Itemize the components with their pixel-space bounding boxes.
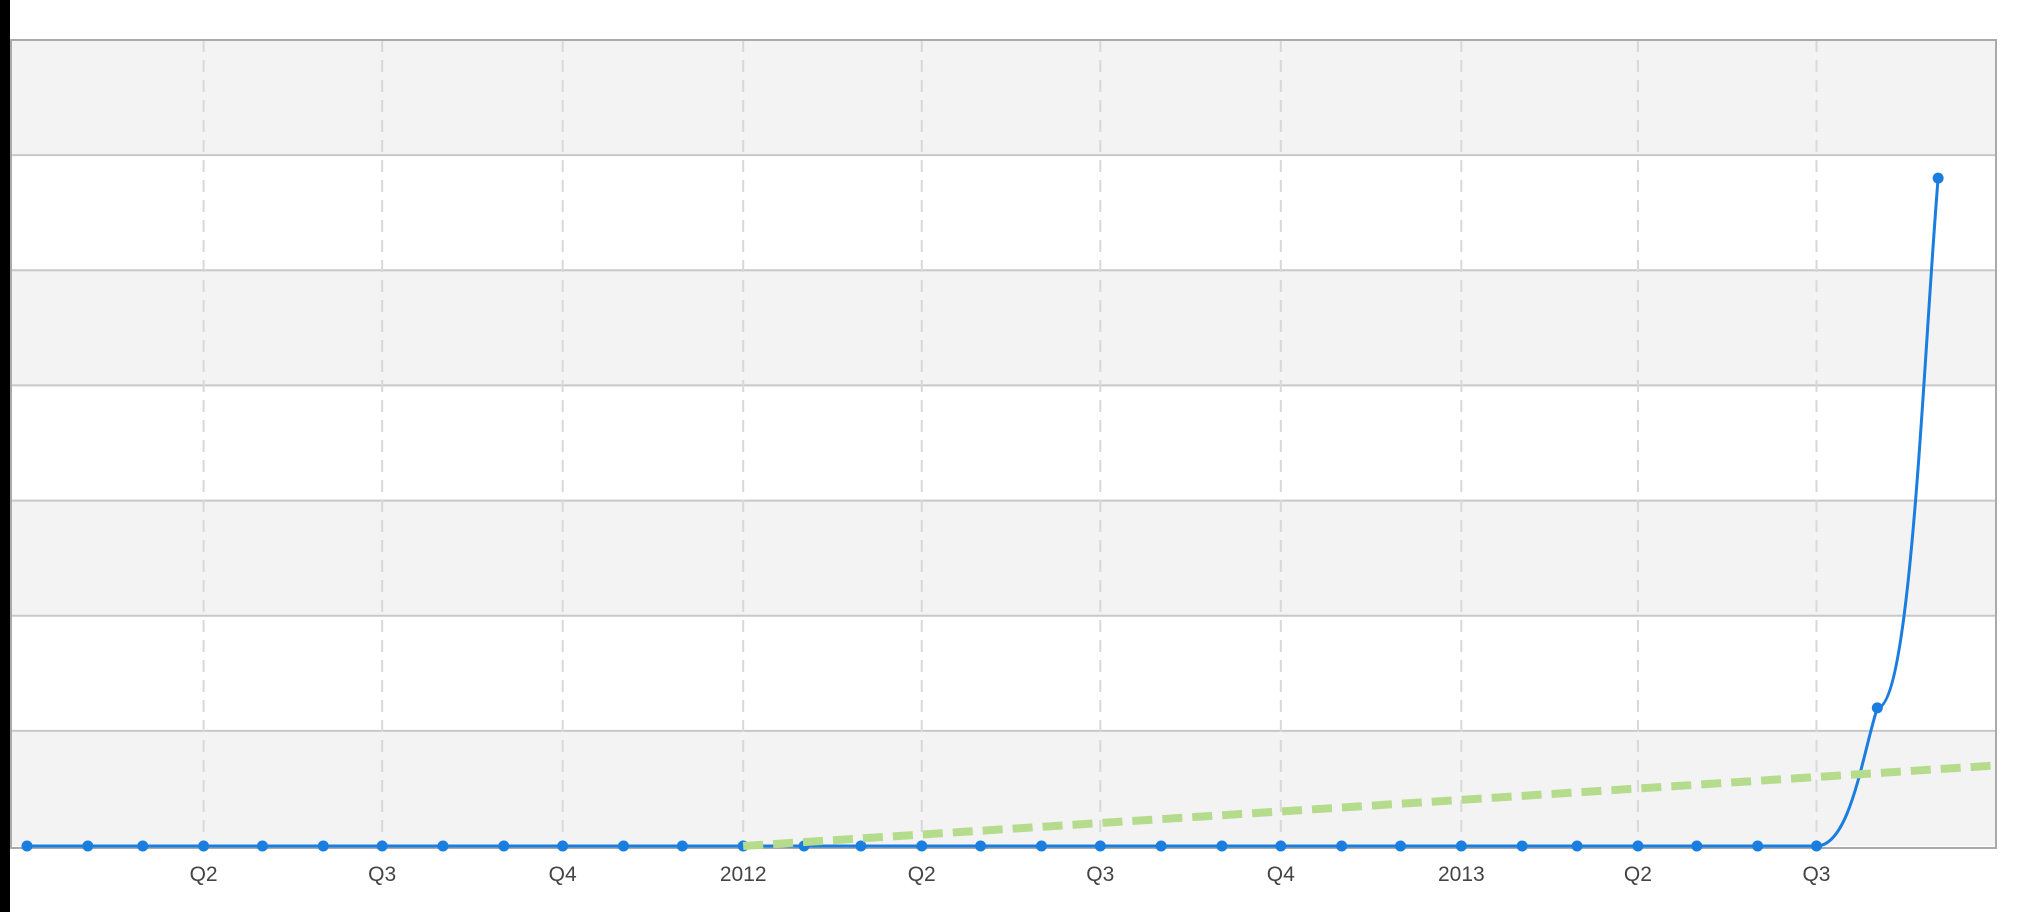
plot-border [10, 39, 1997, 849]
data-point [376, 840, 388, 852]
plot-band [10, 500, 1997, 616]
data-point [1155, 840, 1167, 852]
x-tick-label: Q4 [549, 863, 577, 886]
x-tick-label: Q3 [368, 863, 396, 886]
data-point [1871, 702, 1883, 714]
data-point [1516, 840, 1528, 852]
plot-band [10, 155, 1997, 271]
x-tick-label: 2013 [1438, 863, 1485, 886]
plot-band [10, 270, 1997, 386]
chart-container: Q2 Q3 Q4 2012 Q2 Q3 Q4 2013 Q2 Q3 [10, 0, 2031, 912]
data-point [1752, 840, 1764, 852]
data-point [1035, 840, 1047, 852]
data-point [676, 840, 688, 852]
data-point [1810, 840, 1822, 852]
x-tick-label: 2012 [720, 863, 767, 886]
data-point [1691, 840, 1703, 852]
data-point [1216, 840, 1228, 852]
data-point [1571, 840, 1583, 852]
data-point [557, 840, 569, 852]
data-point [617, 840, 629, 852]
plot-band [10, 385, 1997, 501]
x-tick-label: Q2 [1624, 863, 1652, 886]
x-tick-label: Q4 [1267, 863, 1295, 886]
data-point [198, 840, 210, 852]
data-point [437, 840, 449, 852]
plot-band [10, 40, 1997, 156]
data-point [975, 840, 987, 852]
data-point [1275, 840, 1287, 852]
x-tick-label: Q2 [190, 863, 218, 886]
data-point [916, 840, 928, 852]
data-point [317, 840, 329, 852]
data-point [1395, 840, 1407, 852]
x-tick-label: Q2 [908, 863, 936, 886]
x-tick-label: Q3 [1802, 863, 1830, 886]
data-point [1455, 840, 1467, 852]
data-point [82, 840, 94, 852]
data-point [855, 840, 867, 852]
data-point [1932, 172, 1944, 184]
data-point [498, 840, 510, 852]
data-point [1632, 840, 1644, 852]
data-point [137, 840, 149, 852]
x-tick-label: Q3 [1086, 863, 1114, 886]
data-point [256, 840, 268, 852]
plot-band [10, 730, 1997, 846]
data-point [1336, 840, 1348, 852]
data-point [1094, 840, 1106, 852]
plot-band [10, 615, 1997, 731]
data-point [21, 840, 33, 852]
line-chart: Q2 Q3 Q4 2012 Q2 Q3 Q4 2013 Q2 Q3 [10, 39, 1998, 886]
